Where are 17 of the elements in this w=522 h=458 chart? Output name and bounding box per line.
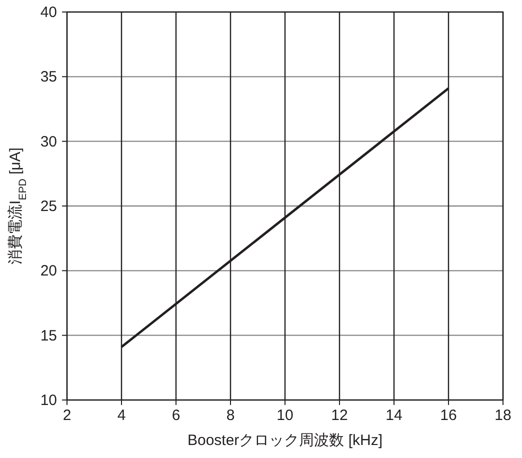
x-tick-label: 2	[62, 407, 72, 424]
x-tick-label: 8	[226, 407, 235, 424]
y-tick-label: 40	[40, 4, 57, 21]
x-tick-label: 18	[494, 407, 512, 424]
y-tick-label: 15	[40, 327, 57, 344]
x-tick-label: 10	[276, 407, 294, 424]
x-tick-label: 14	[386, 407, 402, 424]
x-tick-label: 16	[440, 407, 457, 424]
y-tick-label: 20	[40, 262, 57, 280]
y-tick-label: 35	[40, 68, 57, 86]
y-tick-label: 10	[40, 392, 57, 409]
x-axis-title: Boosterクロック周波数 [kHz]	[187, 432, 383, 449]
y-tick-label: 30	[40, 133, 57, 150]
y-tick-label: 25	[40, 198, 57, 215]
x-tick-label: 12	[331, 407, 348, 424]
x-tick-label: 4	[117, 407, 126, 424]
x-tick-label: 6	[172, 407, 180, 424]
